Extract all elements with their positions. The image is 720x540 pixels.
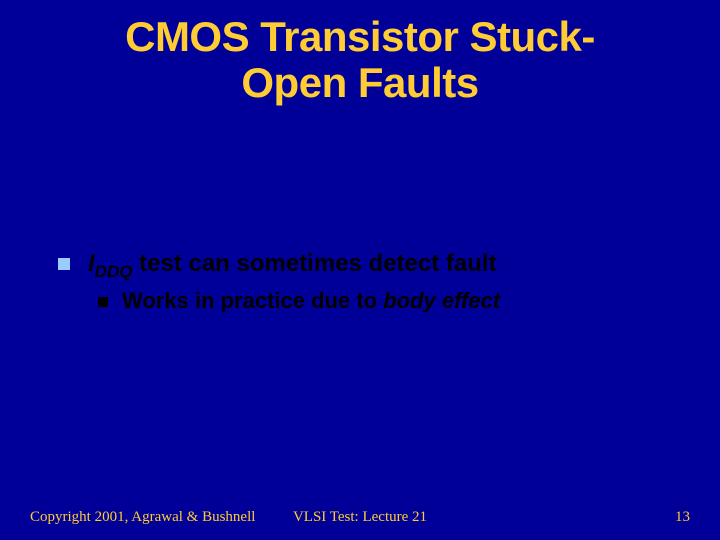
slide-title: CMOS Transistor Stuck- Open Faults [0, 0, 720, 106]
bullet2-italic: body effect [383, 288, 500, 313]
bullet1-rest: test can sometimes detect fault [132, 250, 496, 277]
bullet-level2-row: Works in practice due to body effect [98, 288, 680, 314]
iddq-i: I [88, 250, 95, 277]
title-line1: CMOS Transistor Stuck- [125, 13, 595, 60]
content-area: IDDQ test can sometimes detect fault Wor… [58, 250, 680, 320]
footer-page-number: 13 [675, 509, 690, 526]
bullet-level1-row: IDDQ test can sometimes detect fault [58, 250, 680, 282]
bullet-level2-text: Works in practice due to body effect [122, 288, 500, 314]
footer-copyright: Copyright 2001, Agrawal & Bushnell [30, 509, 255, 526]
bullet2-before: Works in practice due to [122, 288, 383, 313]
iddq-subscript: DDQ [95, 262, 133, 281]
square-bullet-icon [98, 297, 108, 307]
title-line2: Open Faults [241, 59, 478, 106]
bullet-level1-text: IDDQ test can sometimes detect fault [88, 250, 497, 282]
slide: CMOS Transistor Stuck- Open Faults IDDQ … [0, 0, 720, 540]
slide-footer: Copyright 2001, Agrawal & Bushnell VLSI … [0, 509, 720, 526]
square-bullet-icon [58, 258, 70, 270]
